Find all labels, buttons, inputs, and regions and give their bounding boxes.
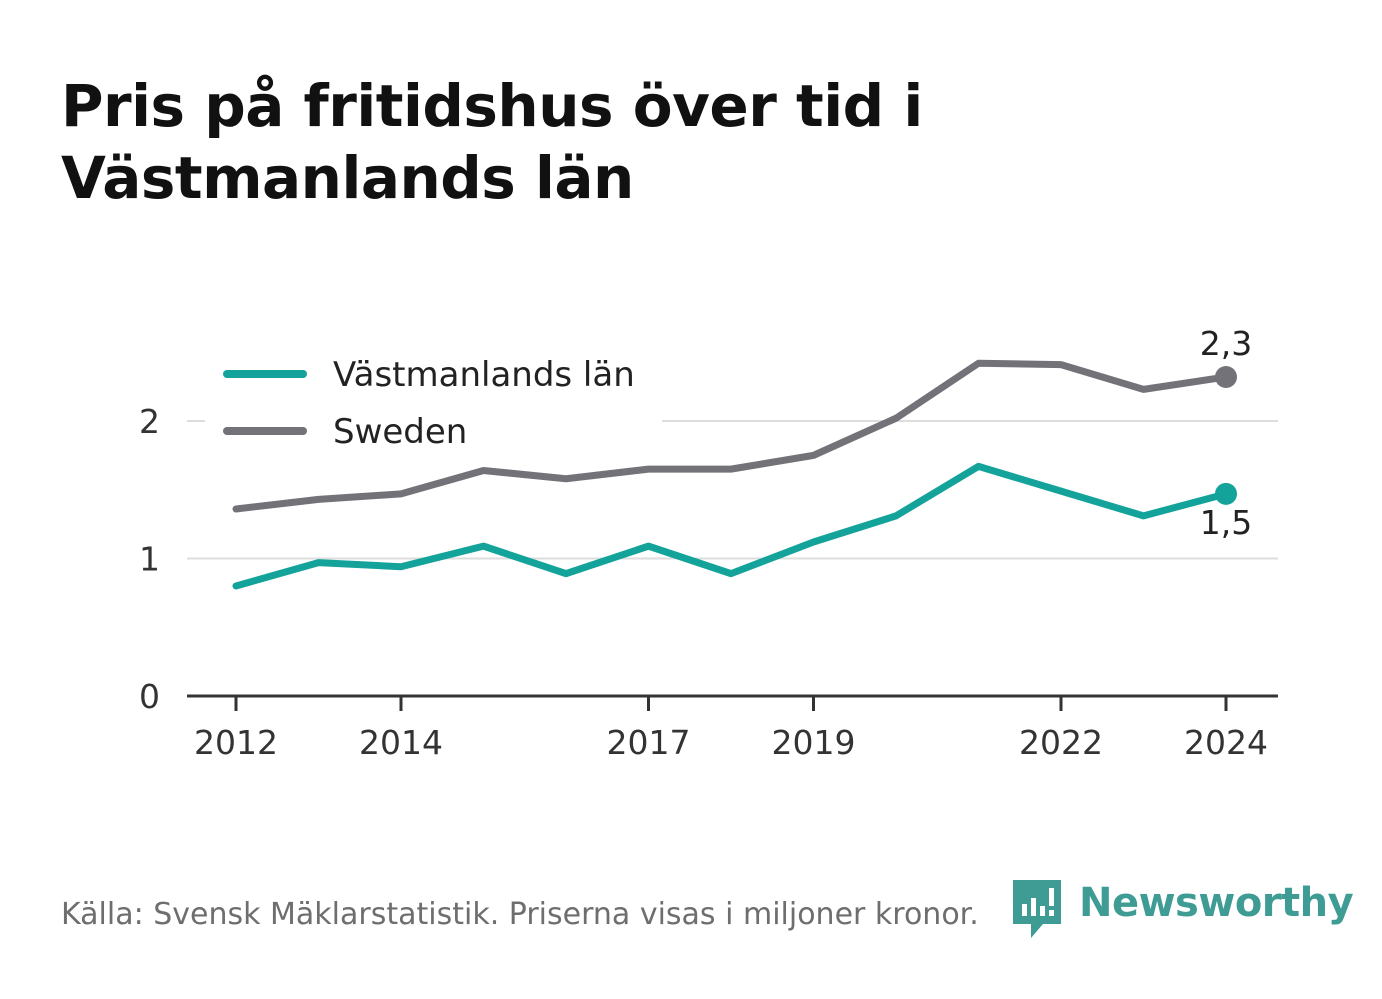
brand[interactable]: Newsworthy xyxy=(1011,878,1354,942)
brand-name: Newsworthy xyxy=(1079,880,1354,926)
legend-box xyxy=(205,345,662,457)
series-line-sweden xyxy=(232,359,1230,513)
y-tick-label: 0 xyxy=(139,677,160,716)
x-tick-label: 2019 xyxy=(772,723,856,762)
end-point-sweden xyxy=(1215,366,1237,388)
legend-label-region: Västmanlands län xyxy=(333,355,635,395)
end-value-label-sweden: 2,3 xyxy=(1200,324,1252,363)
x-tick-label: 2024 xyxy=(1184,723,1268,762)
legend-label-sweden: Sweden xyxy=(333,412,467,452)
y-tick-label: 2 xyxy=(139,402,160,441)
x-tick-label: 2017 xyxy=(607,723,691,762)
series-line-region xyxy=(232,462,1230,590)
end-point-region xyxy=(1215,482,1237,505)
x-tick-label: 2014 xyxy=(359,723,443,762)
chart-title: Pris på fritidshus över tid i Västmanlan… xyxy=(61,72,923,212)
bar-chart-speech-bubble-icon xyxy=(1013,880,1061,938)
x-tick-label: 2012 xyxy=(194,723,278,762)
end-value-label-region: 1,5 xyxy=(1200,503,1252,542)
x-tick-label: 2022 xyxy=(1019,723,1103,762)
y-tick-label: 1 xyxy=(139,540,160,579)
source-note: Källa: Svensk Mäklarstatistik. Priserna … xyxy=(61,897,979,932)
